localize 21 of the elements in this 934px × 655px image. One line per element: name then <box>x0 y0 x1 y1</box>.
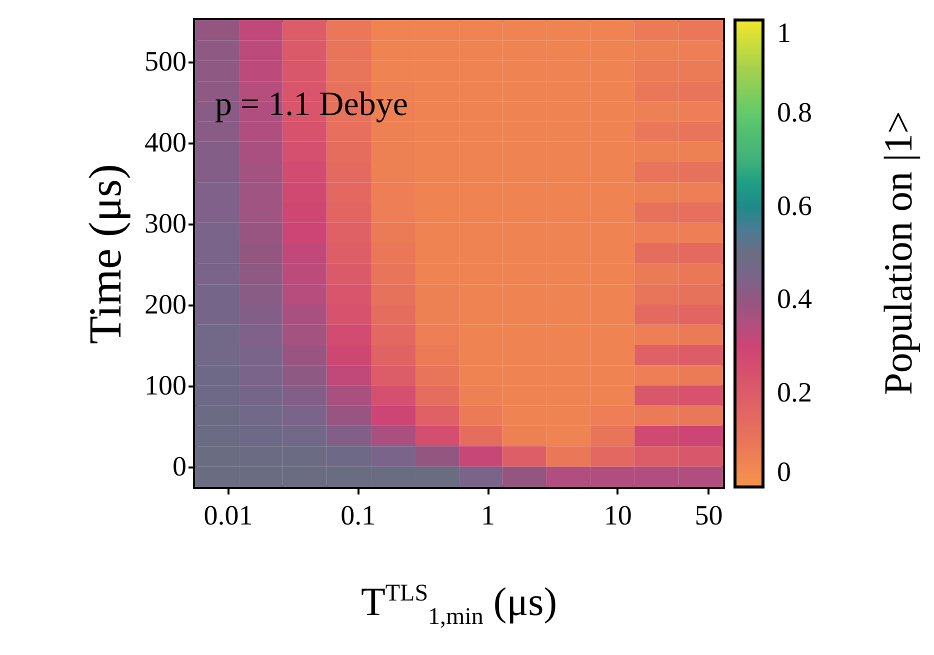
color-bar-label: 0.6 <box>777 190 812 222</box>
x-tick-label: 0.01 <box>204 500 253 532</box>
color-bar-title: Population on |1> <box>874 111 922 395</box>
y-tick-label: 100 <box>144 370 186 402</box>
color-bar-label: 0.4 <box>777 284 812 316</box>
x-tick-label: 1 <box>481 500 496 532</box>
color-bar-label: 1 <box>777 18 791 49</box>
x-tick-label: 50 <box>694 500 723 532</box>
x-tick-label: 10 <box>604 500 632 532</box>
y-tick-label: 500 <box>144 46 186 78</box>
annotation: p = 1.1 Debye <box>215 86 408 123</box>
y-tick-label: 200 <box>144 289 186 320</box>
y-tick-label: 300 <box>144 208 186 240</box>
color-bar-label: 0.2 <box>777 378 812 409</box>
color-bar-label: 0.8 <box>777 97 812 128</box>
y-axis-title: Time (μs) <box>80 164 130 344</box>
y-tick-label: 400 <box>144 128 186 159</box>
x-axis-title: T$^{TLS}$$_{1,min}$ (μs) <box>360 578 558 631</box>
y-tick-label: 0 <box>172 451 186 482</box>
x-tick-label: 0.1 <box>340 500 376 532</box>
color-bar-label: 0 <box>777 457 791 488</box>
